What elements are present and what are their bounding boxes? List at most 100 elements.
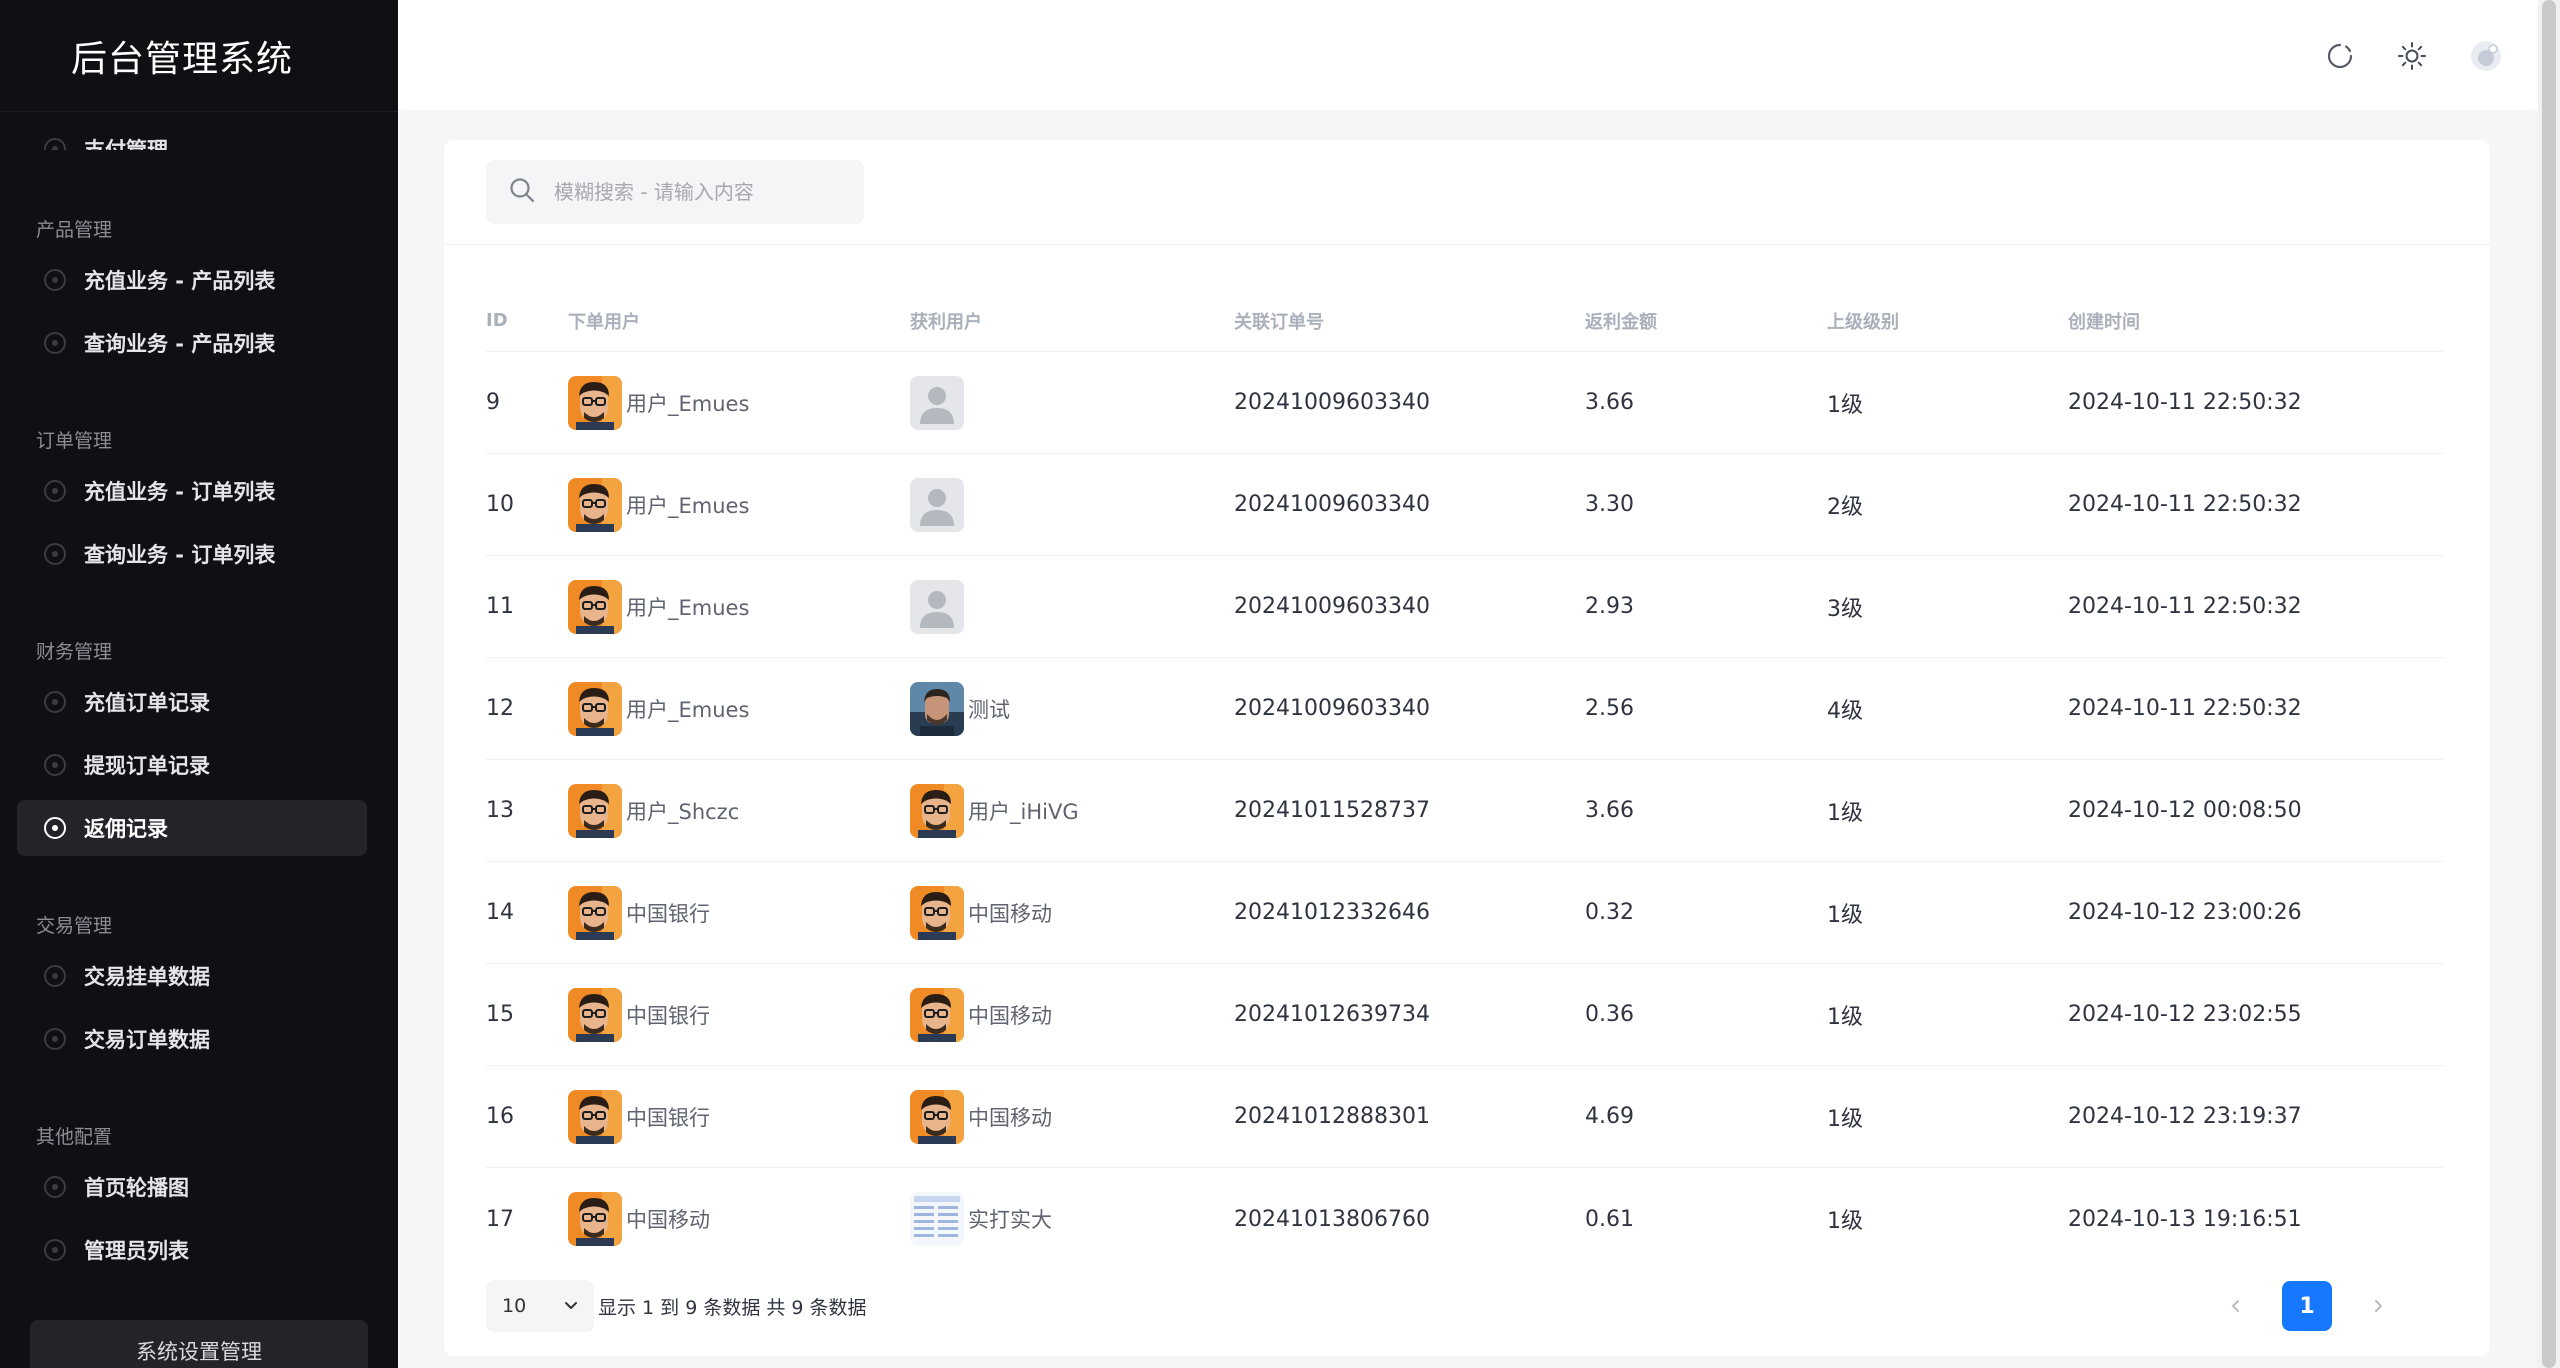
sidebar: 后台管理系统 支付管理 产品管理充值业务 - 产品列表 查询业务 - 产品列表订单… <box>0 0 398 1368</box>
sidebar-item-label: 支付管理 <box>84 138 168 150</box>
pagination: 1 <box>2216 1280 2398 1332</box>
col-header-level: 上级级别 <box>1827 311 1899 333</box>
sidebar-item[interactable]: 交易订单数据 <box>17 1011 367 1067</box>
user-name: 用户_Shczc <box>626 799 740 824</box>
user-name: 用户_Emues <box>626 595 750 620</box>
cell-level: 1级 <box>1827 1004 1863 1030</box>
cell-created: 2024-10-12 23:00:26 <box>2068 900 2302 925</box>
search-input[interactable] <box>554 180 854 204</box>
table-row[interactable]: 12 用户_Emues 测试 20241009603340 2.56 4级 2024-10-… <box>486 658 2444 760</box>
sidebar-item-label: 查询业务 - 产品列表 <box>84 332 276 356</box>
sidebar-item-label: 查询业务 - 订单列表 <box>84 543 276 567</box>
cell-amount: 0.61 <box>1585 1206 1634 1232</box>
table-body: 9 用户_Emues 20241009603340 3.66 1级 2024-10-11 … <box>486 352 2444 1270</box>
cell-created: 2024-10-11 22:50:32 <box>2068 492 2302 517</box>
cell-level: 1级 <box>1827 392 1863 418</box>
user-avatar <box>568 1089 622 1144</box>
user-avatar <box>910 1089 964 1144</box>
table-row[interactable]: 9 用户_Emues 20241009603340 3.66 1级 2024-10-11 … <box>486 352 2444 454</box>
table-row[interactable]: 11 用户_Emues 20241009603340 2.93 3级 2024-10-11… <box>486 556 2444 658</box>
col-header-order-no: 关联订单号 <box>1234 311 1324 333</box>
cell-amount: 3.66 <box>1585 390 1634 415</box>
cell-order-no: 20241009603340 <box>1234 696 1430 721</box>
top-header <box>398 0 2538 110</box>
sidebar-group-title: 订单管理 <box>36 430 113 452</box>
cell-profit-user: 中国移动 <box>910 1089 1234 1144</box>
user-avatar <box>910 1192 964 1246</box>
page-scrollbar[interactable] <box>2538 0 2560 1368</box>
sidebar-item[interactable]: 充值业务 - 产品列表 <box>17 252 367 308</box>
sidebar-item[interactable]: 首页轮播图 <box>17 1159 367 1215</box>
sidebar-item[interactable]: 查询业务 - 产品列表 <box>17 315 367 371</box>
brand: 后台管理系统 <box>0 0 398 112</box>
table-row[interactable]: 10 用户_Emues 20241009603340 3.30 2级 2024-10-11… <box>486 454 2444 556</box>
cell-level: 1级 <box>1827 1209 1863 1234</box>
sidebar-item-label: 充值业务 - 产品列表 <box>84 269 276 293</box>
sidebar-item[interactable]: 返佣记录 <box>17 800 367 856</box>
next-page-icon[interactable] <box>2358 1286 2398 1326</box>
sidebar-group-title: 其他配置 <box>36 1126 113 1148</box>
cell-order-user: 用户_Emues <box>568 579 910 634</box>
sidebar-item-label: 交易挂单数据 <box>84 965 210 989</box>
user-avatar <box>568 477 622 532</box>
sidebar-item[interactable]: 管理员列表 <box>17 1222 367 1278</box>
refresh-icon[interactable] <box>2320 36 2360 76</box>
sidebar-group-title: 产品管理 <box>36 219 113 241</box>
prev-page-icon[interactable] <box>2216 1286 2256 1326</box>
sidebar-item-label: 返佣记录 <box>84 817 168 841</box>
cell-level: 3级 <box>1827 596 1863 622</box>
sun-theme-icon[interactable] <box>2392 36 2432 76</box>
cell-created: 2024-10-12 23:02:55 <box>2068 1002 2302 1027</box>
search-box[interactable] <box>486 160 864 224</box>
sidebar-item[interactable]: 充值业务 - 订单列表 <box>17 463 367 519</box>
cell-profit-user <box>910 579 1234 634</box>
cell-order-no: 20241013806760 <box>1234 1206 1430 1232</box>
menu-dot-icon <box>44 1028 66 1050</box>
col-header-amount: 返利金额 <box>1585 311 1657 333</box>
sidebar-item[interactable]: 交易挂单数据 <box>17 948 367 1004</box>
sidebar-item[interactable]: 提现订单记录 <box>17 737 367 793</box>
cell-level: 1级 <box>1827 1106 1863 1132</box>
menu-dot-icon <box>44 1176 66 1198</box>
content-card: ID 下单用户 获利用户 关联订单号 返利金额 上级级别 创建时间 9 用户_Em… <box>444 140 2490 1356</box>
cell-id: 9 <box>486 390 500 415</box>
rebate-table: ID 下单用户 获利用户 关联订单号 返利金额 上级级别 创建时间 9 用户_Em… <box>486 290 2444 1270</box>
table-row[interactable]: 17 中国移动 实打实大 20241013806760 0.61 1级 2024-10-13… <box>486 1168 2444 1270</box>
user-avatar <box>910 579 964 634</box>
page-button-current[interactable]: 1 <box>2282 1281 2332 1331</box>
table-row[interactable]: 14 中国银行 中国移动 20241012332646 0.32 1级 2024-10-12… <box>486 862 2444 964</box>
sidebar-item[interactable]: 充值订单记录 <box>17 674 367 730</box>
cell-order-user: 用户_Shczc <box>568 783 910 838</box>
cell-profit-user: 实打实大 <box>910 1192 1234 1246</box>
cell-order-user: 中国移动 <box>568 1192 910 1246</box>
cell-level: 4级 <box>1827 698 1863 724</box>
sidebar-menu: 支付管理 产品管理充值业务 - 产品列表 查询业务 - 产品列表订单管理充值业务 … <box>0 112 398 1368</box>
table-row[interactable]: 16 中国银行 中国移动 20241012888301 4.69 1级 2024-10-12… <box>486 1066 2444 1168</box>
cell-amount: 4.69 <box>1585 1104 1634 1129</box>
user-name: 实打实大 <box>968 1208 1052 1232</box>
menu-dot-icon <box>44 332 66 354</box>
sidebar-item-partial[interactable]: 支付管理 <box>0 112 398 150</box>
menu-dot-icon <box>44 965 66 987</box>
cell-id: 16 <box>486 1104 514 1129</box>
table-row[interactable]: 13 用户_Shczc 用户_iHiVG 20241011528737 3.66 1级 20… <box>486 760 2444 862</box>
table-row[interactable]: 15 中国银行 中国移动 20241012639734 0.36 1级 2024-10-12… <box>486 964 2444 1066</box>
scrollbar-thumb[interactable] <box>2542 0 2556 1368</box>
sidebar-item[interactable]: 查询业务 - 订单列表 <box>17 526 367 582</box>
app-title: 后台管理系统 <box>70 38 293 80</box>
cell-level: 2级 <box>1827 494 1863 520</box>
cell-profit-user <box>910 375 1234 430</box>
user-name: 用户_Emues <box>626 391 750 416</box>
system-settings-button[interactable]: 系统设置管理 <box>30 1320 368 1368</box>
cell-order-no: 20241012639734 <box>1234 1002 1430 1027</box>
cell-profit-user <box>910 477 1234 532</box>
page-size-select[interactable]: 10 <box>486 1280 594 1332</box>
cell-amount: 0.36 <box>1585 1002 1634 1027</box>
cell-created: 2024-10-11 22:50:32 <box>2068 594 2302 619</box>
user-avatar-icon[interactable] <box>2466 36 2506 76</box>
user-avatar <box>910 783 964 838</box>
user-avatar <box>568 783 622 838</box>
cell-order-no: 20241009603340 <box>1234 492 1430 517</box>
sidebar-item-label: 交易订单数据 <box>84 1028 210 1052</box>
cell-order-no: 20241011528737 <box>1234 798 1430 823</box>
